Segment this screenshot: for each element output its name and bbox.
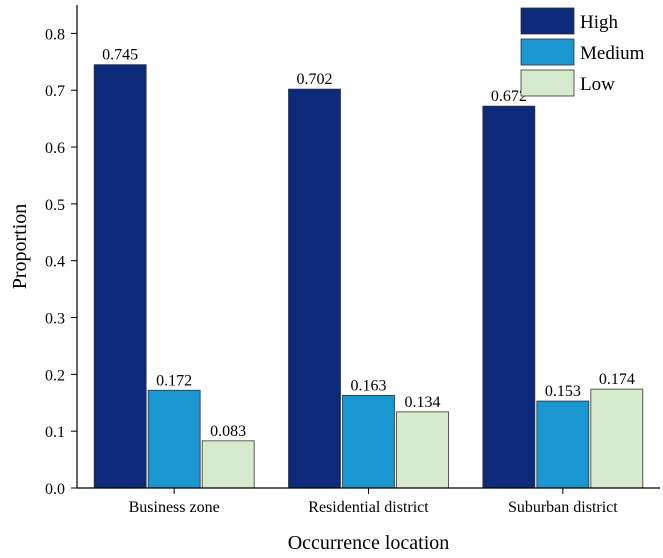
legend-label: Medium — [580, 43, 645, 64]
bar-high — [288, 88, 341, 489]
y-tick-label: 0.0 — [45, 481, 65, 498]
legend-swatch-high — [520, 7, 575, 35]
bar-high — [93, 64, 147, 489]
y-tick-label: 0.5 — [45, 197, 65, 214]
legend-swatch-low — [520, 69, 575, 97]
y-tick-label: 0.2 — [45, 367, 65, 384]
x-tick-label: Residential district — [308, 499, 429, 516]
y-tick-label: 0.7 — [45, 83, 65, 100]
legend: High Medium Low — [520, 7, 645, 97]
x-axis-label: Occurrence location — [288, 532, 450, 554]
x-axis-ticks: Business zone Residential district Suburba… — [129, 488, 618, 516]
bar-medium — [342, 394, 395, 489]
y-tick-label: 0.4 — [45, 254, 65, 271]
legend-label: High — [580, 12, 619, 33]
bar-value-label: 0.153 — [545, 383, 581, 400]
y-tick-label: 0.3 — [45, 311, 65, 328]
bar-value-label: 0.174 — [599, 371, 635, 388]
bar-value-label: 0.745 — [102, 47, 138, 64]
bar-value-label: 0.672 — [491, 88, 527, 105]
bar-low — [201, 440, 255, 489]
bars: 0.745 0.172 0.083 0.702 0.163 0.134 0.672 0.153… — [93, 47, 644, 489]
y-tick-label: 0.8 — [45, 26, 65, 43]
legend-label: Low — [580, 74, 615, 95]
x-tick-label: Suburban district — [508, 499, 618, 516]
x-tick-label: Business zone — [129, 499, 220, 516]
bar-value-label: 0.134 — [405, 394, 441, 411]
bar-low — [590, 388, 644, 489]
bar-high — [482, 105, 536, 489]
bar-value-label: 0.702 — [297, 71, 333, 88]
legend-swatch-medium — [520, 38, 575, 66]
bar-medium — [147, 389, 201, 489]
bar-medium — [536, 400, 590, 489]
y-axis-label: Proportion — [9, 204, 31, 290]
y-tick-label: 0.6 — [45, 140, 65, 157]
bar-value-label: 0.172 — [156, 372, 192, 389]
y-tick-label: 0.1 — [45, 424, 65, 441]
bar-value-label: 0.163 — [351, 377, 387, 394]
bar-value-label: 0.083 — [210, 423, 246, 440]
y-axis-ticks: 0.0 0.1 0.2 0.3 0.4 0.5 0.6 0.7 0.8 — [45, 26, 77, 498]
bar-low — [396, 411, 449, 489]
